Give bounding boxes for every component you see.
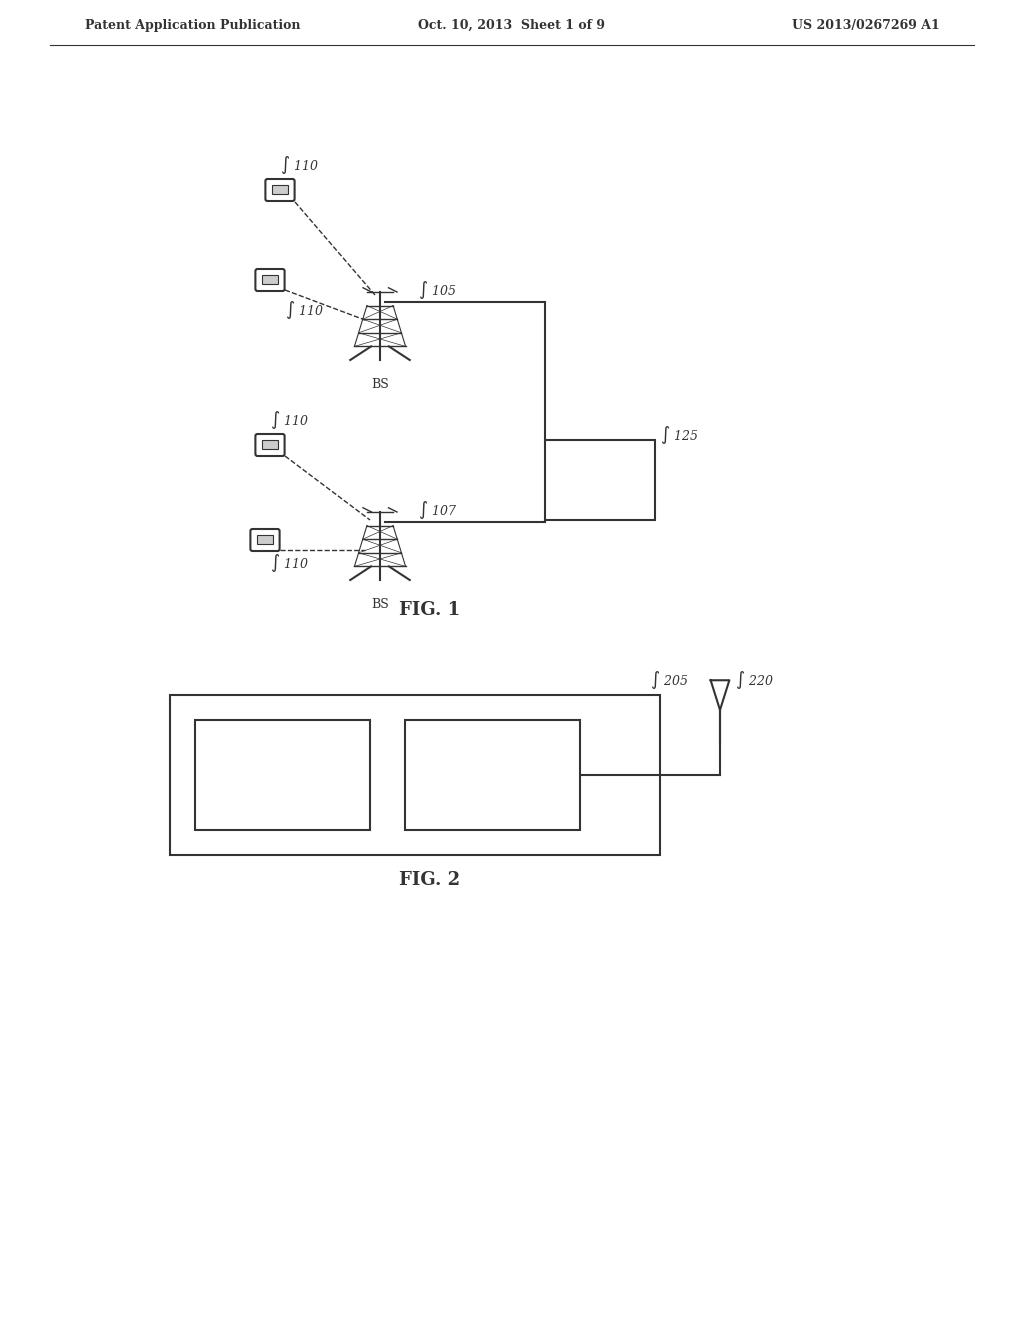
Bar (257, 535, 272, 544)
Text: $\mathsf{\int}$ 215: $\mathsf{\int}$ 215 (425, 701, 463, 723)
Text: FIG. 1: FIG. 1 (399, 601, 461, 619)
FancyBboxPatch shape (255, 269, 285, 290)
Text: US 2013/0267269 A1: US 2013/0267269 A1 (793, 18, 940, 32)
FancyBboxPatch shape (251, 529, 280, 550)
Bar (262, 440, 278, 449)
Text: $\mathsf{\int}$ 125: $\mathsf{\int}$ 125 (660, 424, 698, 446)
Text: Patent Application Publication: Patent Application Publication (85, 18, 300, 32)
Text: Electronics: Electronics (449, 777, 536, 792)
Bar (406, 719, 580, 830)
FancyBboxPatch shape (265, 180, 295, 201)
Text: FIG. 2: FIG. 2 (399, 871, 461, 888)
Text: Electronics: Electronics (239, 777, 326, 792)
Text: Transceiver: Transceiver (446, 758, 539, 772)
Text: $\mathsf{\int}$ 205: $\mathsf{\int}$ 205 (650, 669, 688, 690)
Text: Core: Core (583, 463, 617, 477)
Bar (272, 185, 288, 194)
Text: BS: BS (371, 598, 389, 611)
Text: BS: BS (371, 378, 389, 391)
Text: $\mathsf{\int}$ 110: $\mathsf{\int}$ 110 (285, 300, 324, 321)
Bar (545, 440, 655, 520)
FancyBboxPatch shape (255, 434, 285, 455)
Bar (262, 275, 278, 284)
Text: $\mathsf{\int}$ 107: $\mathsf{\int}$ 107 (418, 499, 457, 521)
Text: Processor: Processor (245, 758, 321, 772)
Text: $\mathsf{\int}$ 110: $\mathsf{\int}$ 110 (280, 154, 318, 176)
Text: $\mathsf{\int}$ 110: $\mathsf{\int}$ 110 (270, 409, 308, 432)
Text: $\mathsf{\int}$ 210: $\mathsf{\int}$ 210 (215, 701, 254, 723)
Text: $\mathsf{\int}$ 220: $\mathsf{\int}$ 220 (735, 669, 774, 690)
Text: Network(s): Network(s) (560, 483, 640, 498)
Text: Oct. 10, 2013  Sheet 1 of 9: Oct. 10, 2013 Sheet 1 of 9 (419, 18, 605, 32)
Bar (195, 719, 370, 830)
Bar (170, 696, 660, 855)
Text: $\mathsf{\int}$ 105: $\mathsf{\int}$ 105 (418, 279, 457, 301)
Text: $\mathsf{\int}$ 110: $\mathsf{\int}$ 110 (270, 552, 308, 574)
Polygon shape (711, 680, 729, 710)
